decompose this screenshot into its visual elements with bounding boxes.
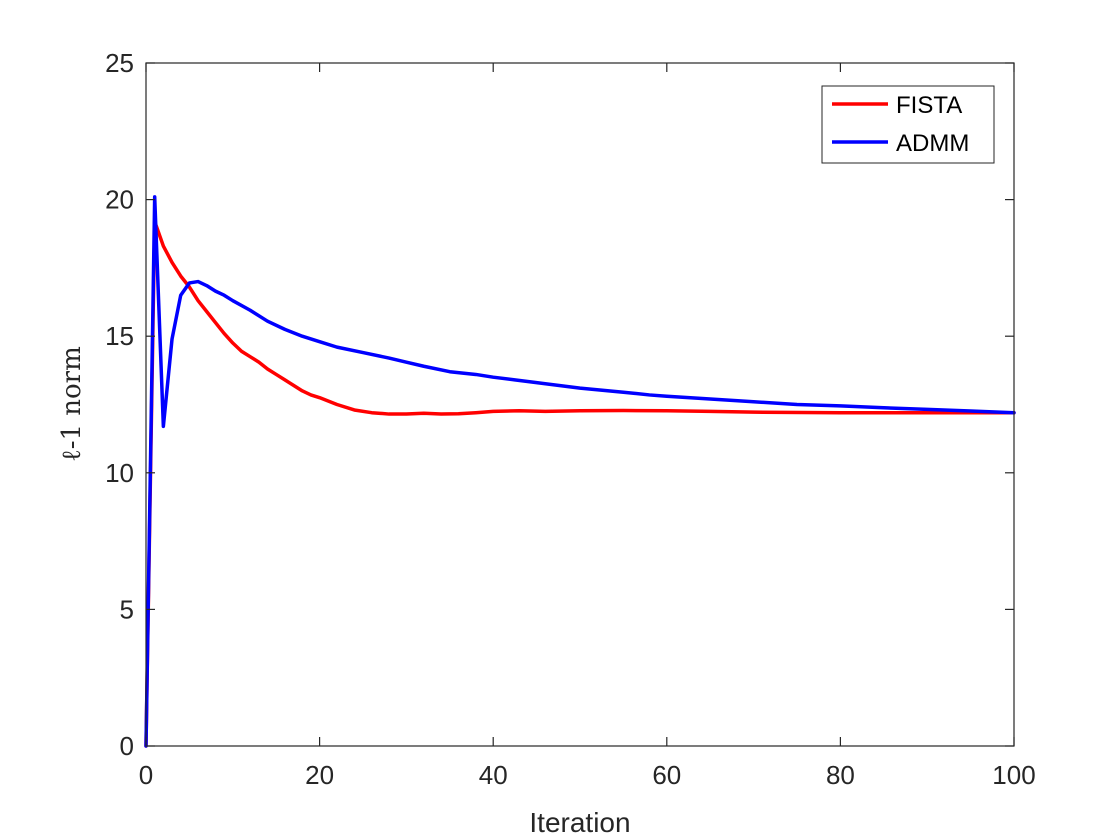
axes-box: [145, 62, 1015, 747]
x-tick-label: 0: [139, 760, 153, 790]
x-tick-label: 40: [479, 760, 508, 790]
x-tick-label: 80: [826, 760, 855, 790]
y-tick-label: 20: [105, 185, 134, 215]
legend-box: [821, 85, 995, 164]
y-tick-label: 25: [105, 48, 134, 78]
x-axis-label: Iteration: [529, 807, 630, 838]
x-tick-label: 20: [305, 760, 334, 790]
y-axis-label: ℓ-1 norm: [57, 346, 87, 462]
x-tick-label: 60: [652, 760, 681, 790]
legend: FISTA ADMM: [821, 85, 995, 164]
legend-label-admm: ADMM: [896, 130, 969, 157]
y-tick-label: 5: [120, 594, 134, 624]
ticks-layer: 0 20 40 60 80 100 0 5 10 15 20 25: [105, 48, 1036, 790]
x-tick-label: 100: [992, 760, 1035, 790]
plot-area-background: [146, 63, 1014, 746]
y-tick-label: 10: [105, 458, 134, 488]
series-line-fista: [144, 219, 1016, 748]
legend-label-fista: FISTA: [896, 92, 962, 119]
series-line-admm: [144, 195, 1016, 748]
y-tick-label: 15: [105, 321, 134, 351]
series-layer: [144, 195, 1016, 748]
y-tick-label: 0: [120, 731, 134, 761]
